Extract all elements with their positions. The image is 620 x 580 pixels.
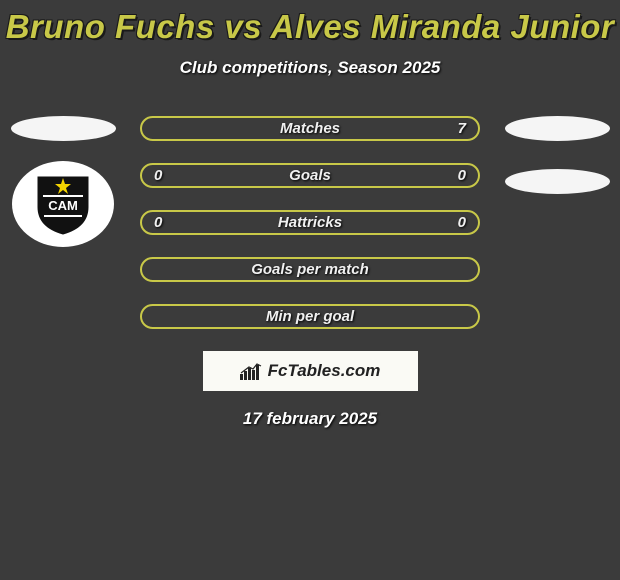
snapshot-date: 17 february 2025 xyxy=(0,409,620,429)
stat-row-min-per-goal: Min per goal xyxy=(140,304,480,329)
right-country-flag xyxy=(505,116,610,141)
right-player-column xyxy=(502,116,612,214)
right-club-flag xyxy=(505,169,610,194)
watermark-text: FcTables.com xyxy=(268,361,381,381)
stat-row-matches: Matches 7 xyxy=(140,116,480,141)
left-player-column: CAM xyxy=(8,116,118,247)
stat-label: Hattricks xyxy=(174,214,446,231)
atletico-mineiro-crest-icon: CAM xyxy=(33,172,93,236)
bar-chart-icon xyxy=(240,362,262,380)
page-title: Bruno Fuchs vs Alves Miranda Junior xyxy=(0,0,620,46)
stat-left-value: 0 xyxy=(154,167,174,184)
stat-right-value: 0 xyxy=(446,167,466,184)
stat-row-hattricks: 0 Hattricks 0 xyxy=(140,210,480,235)
comparison-panel: CAM Matches 7 0 Goals 0 0 Hattricks 0 xyxy=(0,116,620,429)
stat-label: Matches xyxy=(174,120,446,137)
stat-right-value: 0 xyxy=(446,214,466,231)
stat-label: Goals xyxy=(174,167,446,184)
stat-label: Goals per match xyxy=(174,261,446,278)
fctables-watermark: FcTables.com xyxy=(203,351,418,391)
stat-right-value: 7 xyxy=(446,120,466,137)
stat-row-goals-per-match: Goals per match xyxy=(140,257,480,282)
left-country-flag xyxy=(11,116,116,141)
stat-row-goals: 0 Goals 0 xyxy=(140,163,480,188)
stat-label: Min per goal xyxy=(174,308,446,325)
stats-list: Matches 7 0 Goals 0 0 Hattricks 0 Goals … xyxy=(140,116,480,329)
season-subtitle: Club competitions, Season 2025 xyxy=(0,58,620,78)
stat-left-value: 0 xyxy=(154,214,174,231)
svg-text:CAM: CAM xyxy=(48,198,78,213)
left-club-badge: CAM xyxy=(12,161,114,247)
